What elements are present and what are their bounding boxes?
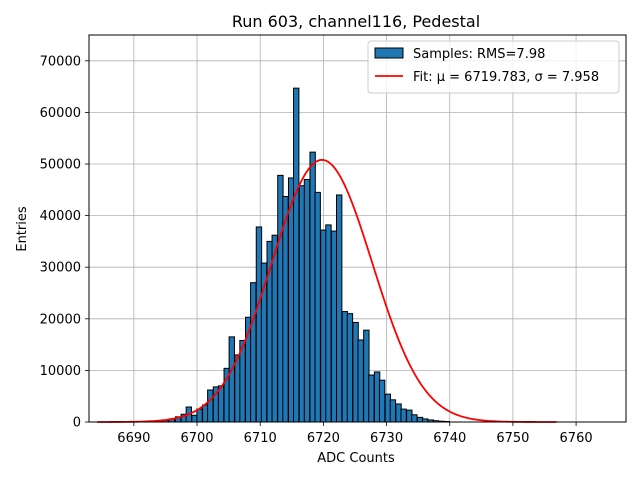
histogram-bar (271, 234, 278, 423)
y-tick-label: 60000 (40, 106, 81, 121)
x-tick-label: 6760 (560, 431, 593, 446)
histogram-bar (282, 196, 289, 423)
y-tick-label: 0 (73, 416, 81, 431)
histogram-bar (228, 336, 235, 423)
histogram-bar (346, 313, 354, 423)
legend-swatch-histogram (374, 47, 404, 59)
x-tick-label: 6700 (180, 431, 213, 446)
legend-label-fit: Fit: μ = 6719.783, σ = 7.958 (413, 70, 599, 85)
histogram-bar (378, 379, 386, 423)
chart-title: Run 603, channel116, Pedestal (232, 12, 480, 31)
legend-label-histogram: Samples: RMS=7.98 (413, 47, 545, 62)
x-tick-label: 6750 (496, 431, 529, 446)
histogram-bar (303, 178, 311, 423)
histogram-bar (250, 282, 257, 423)
y-tick-label: 10000 (40, 364, 81, 379)
x-tick-label: 6740 (433, 431, 466, 446)
x-axis: 6690 6700 6710 6720 6730 6740 6750 6760 (117, 422, 593, 446)
x-tick-label: 6730 (370, 431, 403, 446)
legend: Samples: RMS=7.98 Fit: μ = 6719.783, σ =… (367, 40, 620, 94)
plot-area-frame (88, 34, 627, 423)
y-tick-label: 30000 (40, 261, 81, 276)
histogram-bar (389, 399, 397, 423)
histogram-bar (207, 389, 214, 423)
x-tick-label: 6690 (117, 431, 150, 446)
histogram-bar (400, 408, 407, 423)
histogram-bar (368, 374, 375, 423)
y-axis: 0 10000 20000 30000 40000 50000 60000 70000 (40, 54, 89, 431)
histogram-bar (217, 385, 225, 423)
x-axis-label: ADC Counts (317, 451, 395, 466)
fit-curve (97, 159, 557, 423)
x-tick-label: 6720 (307, 431, 340, 446)
histogram-bars (155, 87, 450, 423)
fit-curve-group (97, 159, 557, 423)
y-tick-label: 50000 (40, 158, 81, 173)
histogram-bar (314, 191, 321, 423)
histogram-bar (411, 414, 418, 423)
histogram-bar (196, 408, 203, 423)
x-tick-label: 6710 (244, 431, 277, 446)
y-tick-label: 20000 (40, 312, 81, 327)
histogram-bar (293, 87, 300, 423)
y-tick-label: 70000 (40, 54, 81, 69)
histogram-bar (335, 194, 343, 423)
histogram-bar (357, 339, 364, 423)
histogram-bar (325, 224, 332, 423)
y-tick-label: 40000 (40, 209, 81, 224)
legend-box (367, 40, 620, 94)
y-axis-label: Entries (15, 206, 30, 252)
